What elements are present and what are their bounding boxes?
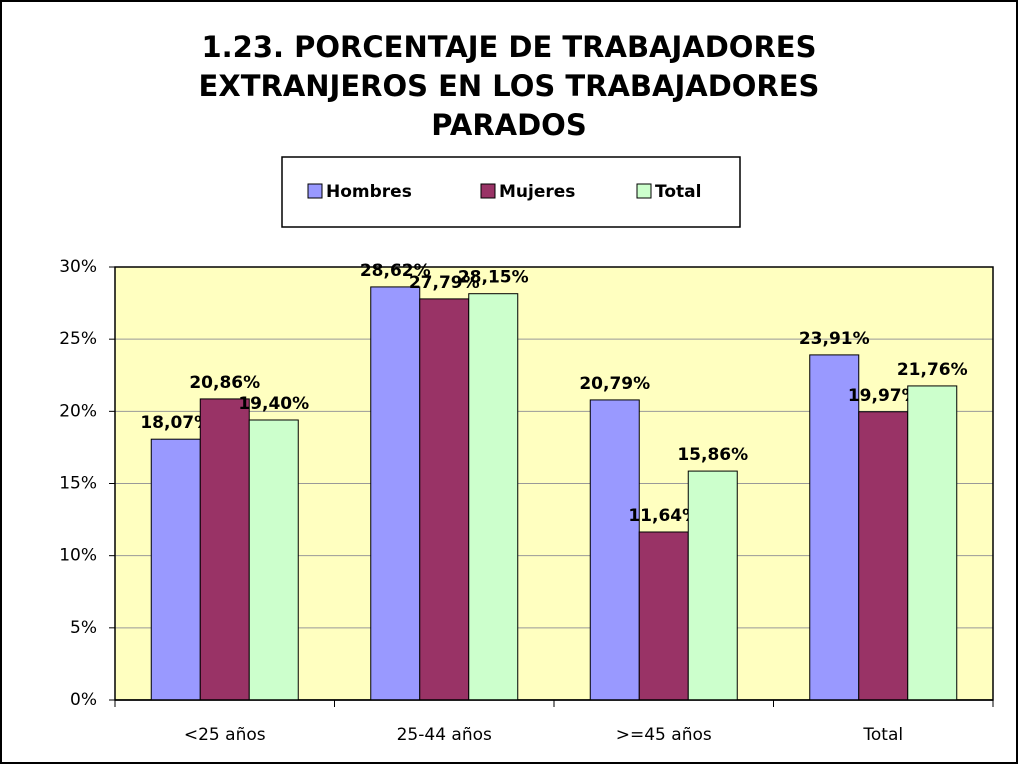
value-label: 27,79%	[409, 273, 480, 293]
chart-title: 1.23. PORCENTAJE DE TRABAJADORES EXTRANJ…	[198, 30, 820, 142]
bar	[370, 286, 421, 701]
y-tick-label: 5%	[70, 618, 97, 638]
value-label: 20,79%	[579, 374, 650, 394]
bar	[687, 470, 738, 701]
legend-label: Hombres	[326, 182, 412, 202]
value-label: 11,64%	[628, 506, 699, 526]
legend-swatch	[307, 183, 323, 199]
x-tick-label: >=45 años	[616, 725, 712, 745]
bar	[907, 385, 958, 701]
x-tick-label: 25-44 años	[397, 725, 492, 745]
bar	[468, 293, 519, 701]
value-label: 28,15%	[458, 268, 529, 288]
bar	[199, 398, 250, 701]
bar	[638, 531, 689, 701]
legend-box	[281, 156, 741, 228]
value-label: 21,76%	[897, 360, 968, 380]
y-tick-label: 15%	[59, 474, 97, 494]
bar	[589, 399, 640, 701]
value-label: 28,62%	[360, 261, 431, 281]
x-tick-label: Total	[862, 725, 903, 745]
bar	[150, 438, 201, 701]
y-tick-label: 10%	[59, 546, 97, 566]
legend-swatch	[636, 183, 652, 199]
bar	[419, 298, 470, 701]
value-label: 15,86%	[677, 445, 748, 465]
value-label: 20,86%	[189, 373, 260, 393]
legend-label: Mujeres	[499, 182, 575, 202]
x-tick-label: <25 años	[184, 725, 266, 745]
y-tick-label: 25%	[59, 329, 97, 349]
legend-swatch	[480, 183, 496, 199]
bar	[858, 411, 909, 701]
legend-label: Total	[655, 182, 701, 202]
y-tick-label: 0%	[70, 690, 97, 710]
y-tick-label: 20%	[59, 401, 97, 421]
value-label: 19,97%	[848, 386, 919, 406]
bar	[809, 354, 860, 701]
y-tick-label: 30%	[59, 257, 97, 277]
bar	[248, 419, 299, 701]
value-label: 18,07%	[140, 413, 211, 433]
value-label: 19,40%	[238, 394, 309, 414]
value-label: 23,91%	[799, 329, 870, 349]
